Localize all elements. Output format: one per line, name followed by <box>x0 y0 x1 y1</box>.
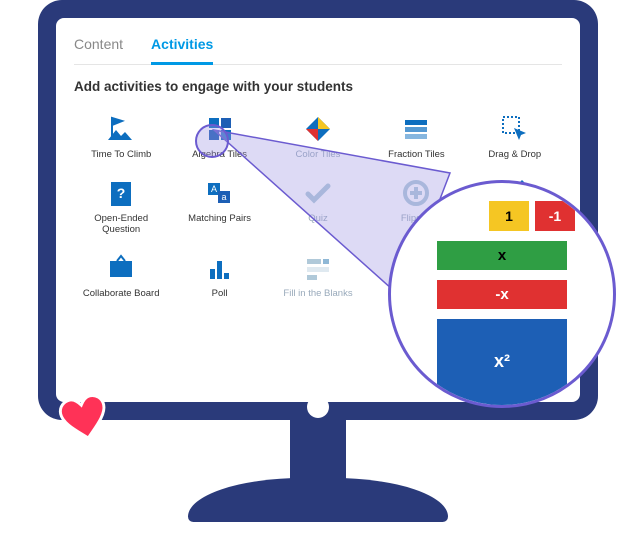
activity-matching-pairs[interactable]: Aa Matching Pairs <box>172 174 266 243</box>
blanks-icon <box>303 253 333 283</box>
algebra-tile: x² <box>437 319 567 405</box>
activity-label: Time To Climb <box>91 150 151 160</box>
algebra-tile: -x <box>437 280 567 309</box>
tab-content[interactable]: Content <box>74 32 123 64</box>
activity-label: Drag & Drop <box>488 150 541 160</box>
algebra-tile: -1 <box>535 201 575 231</box>
svg-text:a: a <box>221 192 226 202</box>
magnify-source-circle <box>195 124 229 158</box>
heart-sticker <box>56 391 112 444</box>
activity-color-tiles[interactable]: Color Tiles <box>271 110 365 168</box>
activity-open-ended-question[interactable]: ? Open-Ended Question <box>74 174 168 243</box>
activity-collaborate-board[interactable]: Collaborate Board <box>74 249 168 307</box>
fraction-tiles-icon <box>401 114 431 144</box>
activity-drag-drop[interactable]: Drag & Drop <box>468 110 562 168</box>
activity-time-to-climb[interactable]: Time To Climb <box>74 110 168 168</box>
color-tiles-icon <box>303 114 333 144</box>
home-button[interactable] <box>307 396 329 418</box>
magnifier-content: 1-1 x -x x² <box>391 183 613 405</box>
flag-mountain-icon <box>106 114 136 144</box>
svg-text:A: A <box>211 184 217 194</box>
activity-fill-in-the-blanks[interactable]: Fill in the Blanks <box>271 249 365 307</box>
tabs: Content Activities <box>74 32 562 65</box>
activity-label: Color Tiles <box>296 150 341 160</box>
check-icon <box>303 178 333 208</box>
svg-text:?: ? <box>117 185 126 201</box>
activity-label: Quiz <box>308 214 328 224</box>
tile-row-small: 1-1 <box>489 201 575 231</box>
bars-icon <box>205 253 235 283</box>
activity-label: Fraction Tiles <box>388 150 445 160</box>
activity-label: Fill in the Blanks <box>283 289 352 299</box>
algebra-tile: 1 <box>489 201 529 231</box>
drag-drop-icon <box>500 114 530 144</box>
algebra-tile: x <box>437 241 567 270</box>
section-heading: Add activities to engage with your stude… <box>74 79 562 94</box>
activity-poll[interactable]: Poll <box>172 249 266 307</box>
activity-label: Collaborate Board <box>83 289 160 299</box>
question-icon: ? <box>106 178 136 208</box>
activity-fraction-tiles[interactable]: Fraction Tiles <box>369 110 463 168</box>
board-icon <box>106 253 136 283</box>
matching-icon: Aa <box>205 178 235 208</box>
activity-label: Poll <box>212 289 228 299</box>
activity-label: Open-Ended Question <box>74 214 168 235</box>
tab-activities[interactable]: Activities <box>151 32 213 65</box>
monitor-stand-base <box>188 478 448 522</box>
activity-label: Matching Pairs <box>188 214 251 224</box>
magnifier: 1-1 x -x x² <box>388 180 616 408</box>
magnifier-circle: 1-1 x -x x² <box>388 180 616 408</box>
activity-quiz[interactable]: Quiz <box>271 174 365 243</box>
